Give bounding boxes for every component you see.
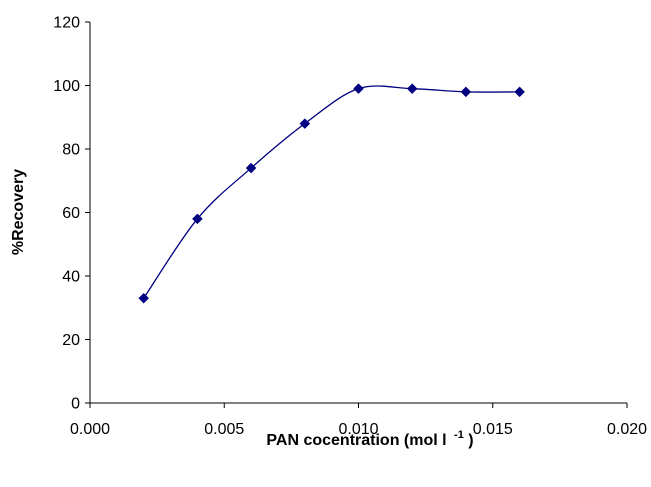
data-point-marker [138,292,150,304]
x-tick-label: 0.015 [473,421,513,438]
y-tick-label: 120 [53,15,80,32]
x-axis-title-superscript: -1 [454,429,464,441]
data-point-marker [353,83,364,95]
data-point-marker [192,213,203,225]
x-tick-label: 0.000 [70,421,110,438]
data-point-marker [245,162,257,174]
data-point-marker [299,118,311,129]
y-axis-title: %Recovery [10,169,27,255]
y-tick-label: 80 [62,142,80,159]
x-tick-label: 0.005 [204,421,244,438]
x-tick-label: 0.010 [338,421,378,438]
y-tick-label: 0 [71,396,80,413]
y-tick-label: 20 [62,332,80,349]
data-point-marker [460,86,472,98]
x-tick-label: 0.020 [607,421,647,438]
y-tick-label: 100 [53,78,80,95]
x-axis-title: PAN cocentration (mol l -1 ) [266,425,473,449]
y-tick-label: 40 [62,269,80,286]
x-axis-title-main: PAN cocentration (mol l [266,432,446,449]
axes [89,22,627,404]
data-point-marker [406,83,418,95]
ticks: 0 20 40 60 80 100 120 0.000 0.005 0.010 0.015 0.020 [53,15,647,439]
data-point-marker [514,86,525,98]
series-line [143,85,520,299]
y-tick-label: 60 [62,205,80,222]
x-axis-title-end: ) [468,432,473,449]
series [138,83,525,304]
